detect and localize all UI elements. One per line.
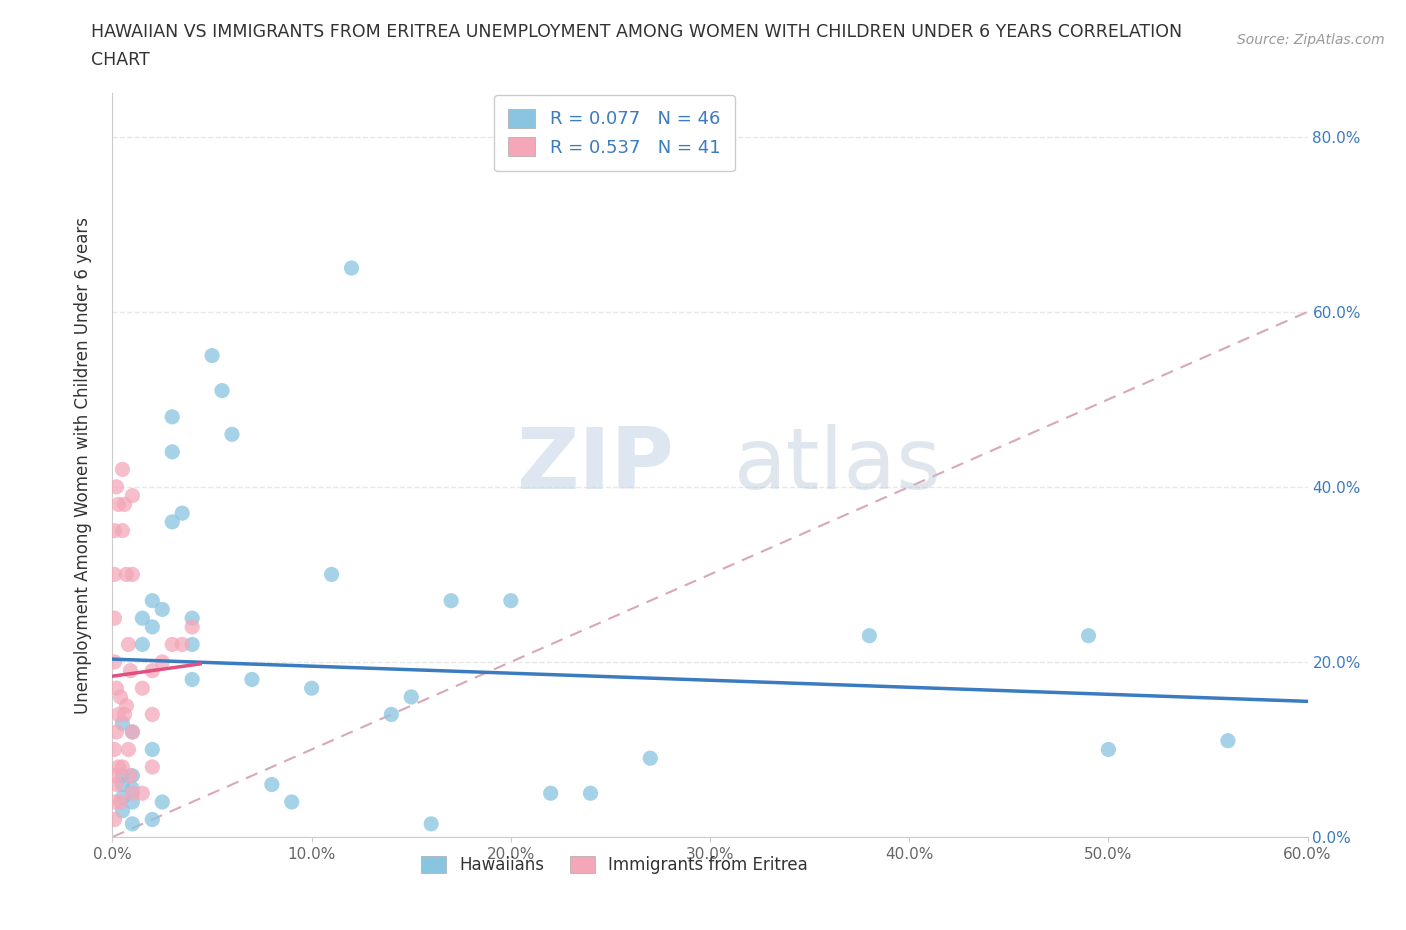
Point [141, 663, 163, 678]
Point [111, 768, 134, 783]
Point [105, 480, 128, 495]
Point [111, 790, 134, 805]
Point [121, 488, 143, 503]
Point [121, 567, 143, 582]
Point [120, 768, 142, 783]
Point [420, 817, 443, 831]
Point [117, 742, 139, 757]
Point [340, 260, 363, 275]
Point [321, 567, 343, 582]
Point [110, 689, 132, 704]
Point [111, 760, 134, 775]
Point [105, 681, 128, 696]
Point [121, 724, 143, 739]
Point [103, 611, 125, 626]
Point [172, 637, 194, 652]
Point [117, 637, 139, 652]
Point [121, 794, 143, 809]
Point [579, 786, 602, 801]
Legend: Hawaiians, Immigrants from Eritrea: Hawaiians, Immigrants from Eritrea [415, 849, 814, 881]
Y-axis label: Unemployment Among Women with Children Under 6 years: Unemployment Among Women with Children U… [73, 217, 91, 713]
Point [131, 681, 153, 696]
Point [107, 497, 129, 512]
Point [121, 817, 143, 831]
Point [103, 655, 125, 670]
Point [181, 619, 204, 634]
Point [105, 724, 128, 739]
Point [141, 812, 163, 827]
Point [499, 593, 522, 608]
Point [103, 567, 125, 582]
Point [162, 637, 183, 652]
Point [131, 637, 153, 652]
Point [111, 777, 134, 792]
Point [141, 742, 163, 757]
Text: ZIP: ZIP [516, 423, 675, 507]
Point [1097, 742, 1119, 757]
Point [115, 567, 138, 582]
Point [162, 445, 183, 459]
Point [141, 619, 163, 634]
Point [540, 786, 562, 801]
Point [103, 794, 125, 809]
Point [181, 637, 204, 652]
Point [1077, 629, 1099, 644]
Point [121, 781, 143, 796]
Point [858, 629, 880, 644]
Point [150, 794, 173, 809]
Point [162, 409, 183, 424]
Point [115, 698, 138, 713]
Point [131, 786, 153, 801]
Point [211, 383, 233, 398]
Point [111, 716, 134, 731]
Point [121, 786, 143, 801]
Point [181, 611, 204, 626]
Text: Source: ZipAtlas.com: Source: ZipAtlas.com [1237, 33, 1385, 46]
Point [640, 751, 662, 765]
Point [114, 707, 135, 722]
Point [240, 672, 263, 687]
Point [121, 768, 143, 783]
Point [111, 804, 134, 818]
Point [107, 760, 129, 775]
Point [141, 707, 163, 722]
Point [401, 689, 423, 704]
Point [141, 593, 163, 608]
Point [103, 768, 125, 783]
Text: HAWAIIAN VS IMMIGRANTS FROM ERITREA UNEMPLOYMENT AMONG WOMEN WITH CHILDREN UNDER: HAWAIIAN VS IMMIGRANTS FROM ERITREA UNEM… [91, 23, 1182, 41]
Point [121, 724, 143, 739]
Point [141, 760, 163, 775]
Text: CHART: CHART [91, 51, 150, 69]
Point [103, 524, 125, 538]
Text: atlas: atlas [734, 423, 942, 507]
Point [301, 681, 323, 696]
Point [1216, 733, 1239, 748]
Point [260, 777, 283, 792]
Point [114, 497, 135, 512]
Point [201, 348, 224, 363]
Point [172, 506, 194, 521]
Point [380, 707, 402, 722]
Point [105, 777, 128, 792]
Point [110, 794, 132, 809]
Point [150, 655, 173, 670]
Point [221, 427, 243, 442]
Point [111, 462, 134, 477]
Point [131, 611, 153, 626]
Point [181, 672, 204, 687]
Point [440, 593, 463, 608]
Point [150, 602, 173, 617]
Point [103, 742, 125, 757]
Point [107, 707, 129, 722]
Point [111, 524, 134, 538]
Point [103, 812, 125, 827]
Point [120, 663, 142, 678]
Point [162, 514, 183, 529]
Point [281, 794, 304, 809]
